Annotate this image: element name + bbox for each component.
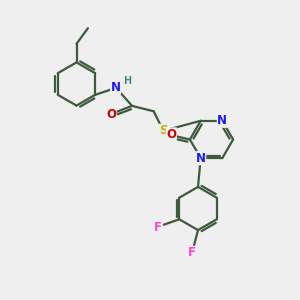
Text: S: S	[159, 124, 168, 137]
Text: N: N	[196, 152, 206, 165]
Text: H: H	[123, 76, 131, 86]
Text: N: N	[111, 81, 121, 94]
Text: N: N	[217, 114, 227, 127]
Text: O: O	[106, 107, 116, 121]
Text: O: O	[166, 128, 176, 141]
Text: F: F	[188, 246, 196, 260]
Text: F: F	[154, 220, 162, 234]
